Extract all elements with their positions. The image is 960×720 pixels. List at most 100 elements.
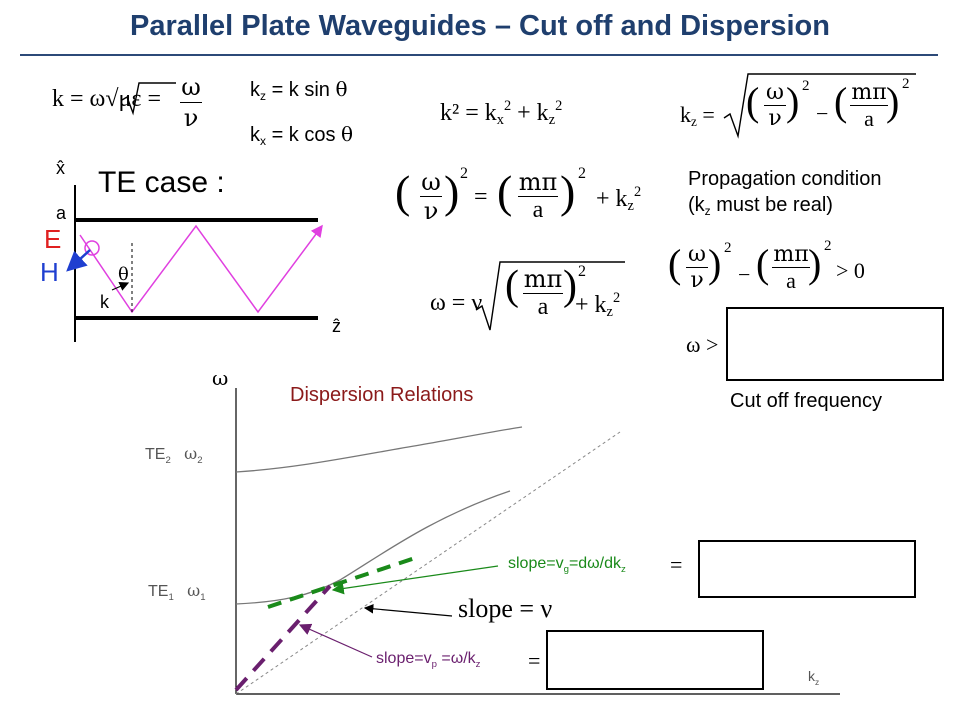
e-field-circle	[84, 240, 100, 256]
eq2-z-sub: z	[627, 198, 634, 214]
omega1-sub: 1	[200, 592, 206, 603]
omega2-sub: 2	[197, 455, 203, 466]
te2-label: TE2 ω2	[145, 444, 203, 466]
kz-axis-sub: z	[815, 677, 820, 687]
eq2-z-sq: 2	[633, 184, 642, 200]
diagram-theta-label: θ	[118, 264, 129, 285]
kx-cos-text: = k cos	[271, 124, 342, 146]
H-field-label: H	[40, 257, 59, 287]
slope-vg-sub: g	[563, 564, 569, 575]
slope-vg-equals: =	[670, 552, 683, 577]
ksq-lhs: k² = k	[440, 100, 497, 126]
kz-eq-k: k	[680, 102, 691, 127]
k-vector-arrow	[111, 281, 130, 291]
slope-nu-label: slope = ν	[458, 594, 553, 623]
kx-k: k	[250, 124, 260, 146]
kz-eq-equals: =	[702, 102, 715, 127]
propagation-line1: Propagation condition	[688, 168, 882, 190]
propagation-condition-text: Propagation condition (kz must be real)	[688, 166, 881, 224]
kx-sub: x	[260, 134, 266, 148]
cutoff-frequency-label: Cut off frequency	[730, 390, 882, 412]
te-case-label: TE case :	[98, 166, 225, 199]
cond-minus: −	[738, 262, 751, 287]
eq2-plus: +	[596, 186, 610, 212]
cond-frac1-sq: 2	[724, 240, 732, 256]
ksq-plus: + k	[517, 100, 549, 126]
kz-sin-text: = k sin	[271, 79, 336, 101]
kz-k: k	[250, 79, 260, 101]
te2-sub: 2	[165, 455, 171, 466]
omega1-text: ω	[187, 581, 201, 600]
kz-axis-k: k	[808, 668, 815, 684]
cond-frac1: ω ν	[686, 242, 708, 293]
cond-frac2-sq: 2	[824, 238, 832, 254]
slope-vg-label: slope=vg=dω/dkz	[508, 555, 626, 575]
w-over-nu-frac: ω ν	[420, 168, 442, 225]
omega-eq-lhs: ω = ν	[430, 290, 483, 316]
frac2-num: mπ	[518, 168, 558, 196]
eq2-equals: =	[474, 184, 488, 210]
slope-vp-label: slope=vp =ω/kz	[376, 650, 480, 670]
k-def-numerator: ω	[181, 73, 201, 101]
frac1-den: ν	[423, 197, 439, 225]
title-underline	[20, 54, 938, 56]
m-pi-over-a-frac: mπ a	[518, 168, 558, 224]
slope-vp-equals: =	[528, 648, 541, 673]
omega-greater-than: ω >	[686, 332, 719, 357]
cond-gt-zero: > 0	[836, 258, 865, 283]
E-field-label: E	[44, 224, 62, 254]
omega-axis-label: ω	[212, 366, 229, 390]
ksq-z-sq: 2	[555, 98, 563, 114]
light-line-pointer-arrow	[363, 603, 453, 617]
kz-sub: z	[260, 89, 266, 103]
kz-sin-equation: kz = k sin θ	[250, 77, 348, 103]
frac2-sq: 2	[578, 165, 586, 182]
k-squared-equation: k² = kx2 + kz2	[440, 98, 562, 129]
group-velocity-answer-box	[698, 540, 916, 598]
paren-close-6: )	[708, 241, 722, 286]
prop-sub: z	[704, 204, 711, 218]
slope-vg-pre: slope=v	[508, 555, 564, 572]
paren-close-7: )	[808, 241, 822, 286]
prop-post: must be real)	[710, 194, 833, 216]
eq2-plus-kz: + kz2	[596, 184, 641, 215]
te1-curve	[235, 490, 511, 605]
plate-separation-a: a	[56, 203, 67, 223]
propagation-line2: (kz must be real)	[688, 192, 881, 224]
te1-label: TE1 ω1	[148, 581, 206, 603]
frac1-num: ω	[421, 168, 441, 196]
x-hat-label: x̂	[56, 158, 65, 178]
vg-pointer-arrow	[331, 565, 499, 595]
kz-eq-lhs: kz =	[680, 102, 715, 130]
paren-open-7: (	[756, 241, 770, 286]
omega2-text: ω	[184, 444, 198, 463]
cond-frac1-den: ν	[690, 268, 704, 293]
slope-vp-sub: p	[431, 659, 437, 670]
slope-vp-sub2: z	[475, 659, 481, 670]
paren-close-2: )	[560, 166, 576, 217]
eq2-k: k	[615, 186, 628, 212]
slope-vg-mid: =dω/dk	[568, 555, 622, 572]
prop-pre: (k	[688, 194, 705, 216]
slope-vg-sub2: z	[621, 564, 626, 575]
kx-cos-equation: kx = k cos θ	[250, 122, 353, 148]
cond-frac1-num: ω	[688, 242, 706, 267]
h-field-arrow	[66, 249, 91, 272]
k-def-denominator: ν	[183, 104, 199, 132]
diagram-k-label: k	[100, 292, 109, 312]
cond-frac2: mπ a	[772, 242, 810, 294]
kz-eq-sub: z	[691, 114, 697, 129]
slope-vp-pre: slope=v	[376, 650, 432, 667]
te2-text: TE	[145, 446, 166, 463]
phase-velocity-line	[234, 584, 332, 692]
ksq-x-sq: 2	[503, 98, 512, 114]
slide-title: Parallel Plate Waveguides – Cut off and …	[130, 10, 830, 42]
te2-curve	[235, 426, 523, 473]
paren-open-6: (	[668, 241, 682, 286]
k-def-fraction: ω ν	[180, 73, 202, 132]
kz-axis-label: kz	[808, 668, 819, 687]
paren-open-2: (	[497, 166, 513, 217]
paren-open-1: (	[395, 166, 411, 217]
phase-velocity-answer-box	[546, 630, 764, 690]
